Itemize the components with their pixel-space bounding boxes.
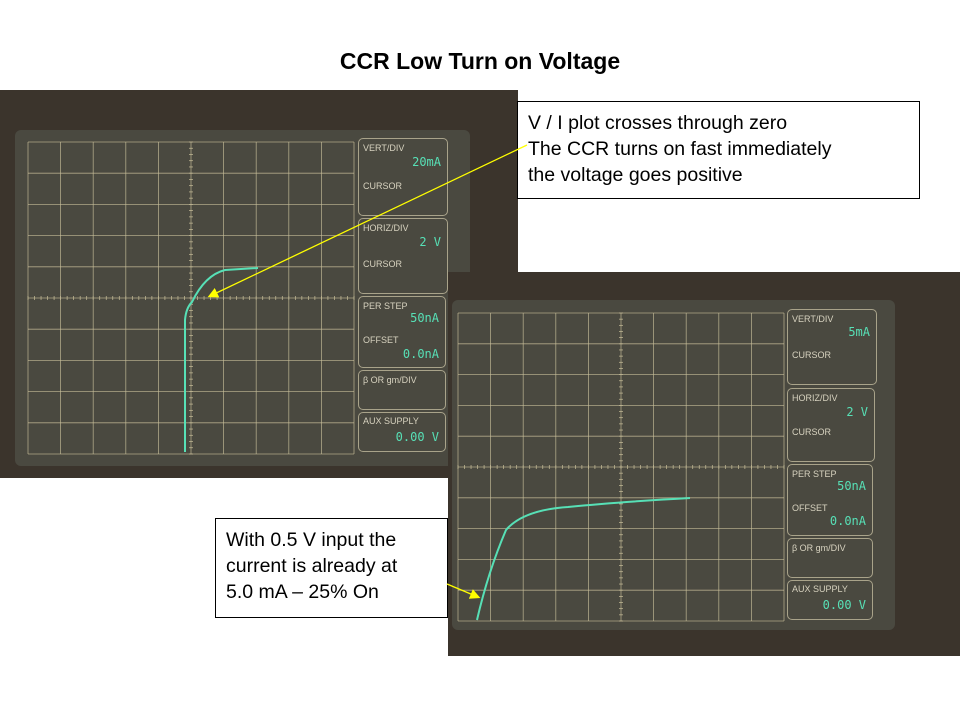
label: AUX SUPPLY <box>363 416 419 426</box>
value: 0.00 V <box>395 430 439 444</box>
label: β OR gm/DIV <box>792 543 846 553</box>
beta-panel: β OR gm/DIV <box>358 370 446 410</box>
label: PER STEP <box>363 301 408 311</box>
value: 20mA <box>412 155 441 169</box>
beta-panel: β OR gm/DIV <box>787 538 873 578</box>
label: CURSOR <box>792 427 832 437</box>
slide-title: CCR Low Turn on Voltage <box>339 48 621 74</box>
value: 0.0nA <box>402 347 439 361</box>
label: VERT/DIV <box>792 314 834 324</box>
label: OFFSET <box>363 335 399 345</box>
label: CURSOR <box>792 350 832 360</box>
callout-half-volt: With 0.5 V input the current is already … <box>215 518 448 618</box>
label: PER STEP <box>792 469 837 479</box>
callout-line: 5.0 mA – 25% On <box>226 581 379 603</box>
value: 2 V <box>419 235 441 249</box>
aux-supply-panel: AUX SUPPLY 0.00 V <box>358 412 446 452</box>
value: 0.00 V <box>822 598 866 612</box>
horiz-div-panel: HORIZ/DIV 2 V CURSOR <box>358 218 448 294</box>
callout-line: The CCR turns on fast immediately <box>528 138 832 160</box>
callout-line: the voltage goes positive <box>528 164 743 186</box>
callout-line: current is already at <box>226 555 398 577</box>
value: 0.0nA <box>829 514 866 528</box>
label: CURSOR <box>363 259 403 269</box>
step-panel: PER STEP 50nA OFFSET 0.0nA <box>787 464 873 536</box>
label: CURSOR <box>363 181 403 191</box>
value: 50nA <box>837 479 866 493</box>
value: 50nA <box>410 311 439 325</box>
label: AUX SUPPLY <box>792 584 848 594</box>
iv-trace <box>476 497 691 621</box>
label: VERT/DIV <box>363 143 405 153</box>
value: 5mA <box>848 325 870 339</box>
horiz-div-panel: HORIZ/DIV 2 V CURSOR <box>787 388 875 462</box>
aux-supply-panel: AUX SUPPLY 0.00 V <box>787 580 873 620</box>
step-panel: PER STEP 50nA OFFSET 0.0nA <box>358 296 446 368</box>
label: HORIZ/DIV <box>792 393 838 403</box>
callout-line: V / I plot crosses through zero <box>528 112 788 134</box>
vert-div-panel: VERT/DIV 5mA CURSOR <box>787 309 877 385</box>
label: HORIZ/DIV <box>363 223 409 233</box>
vert-div-panel: VERT/DIV 20mA CURSOR <box>358 138 448 216</box>
callout-line: With 0.5 V input the <box>226 529 397 551</box>
curve-tracer-photo-1: VERT/DIV 20mA CURSOR HORIZ/DIV 2 V CURSO… <box>0 90 518 478</box>
grid-screen-2 <box>452 300 895 630</box>
label: β OR gm/DIV <box>363 375 417 385</box>
curve-tracer-photo-2: VERT/DIV 5mA CURSOR HORIZ/DIV 2 V CURSOR… <box>448 272 960 656</box>
label: OFFSET <box>792 503 828 513</box>
callout-zero-crossing: V / I plot crosses through zero The CCR … <box>517 101 920 199</box>
value: 2 V <box>846 405 868 419</box>
